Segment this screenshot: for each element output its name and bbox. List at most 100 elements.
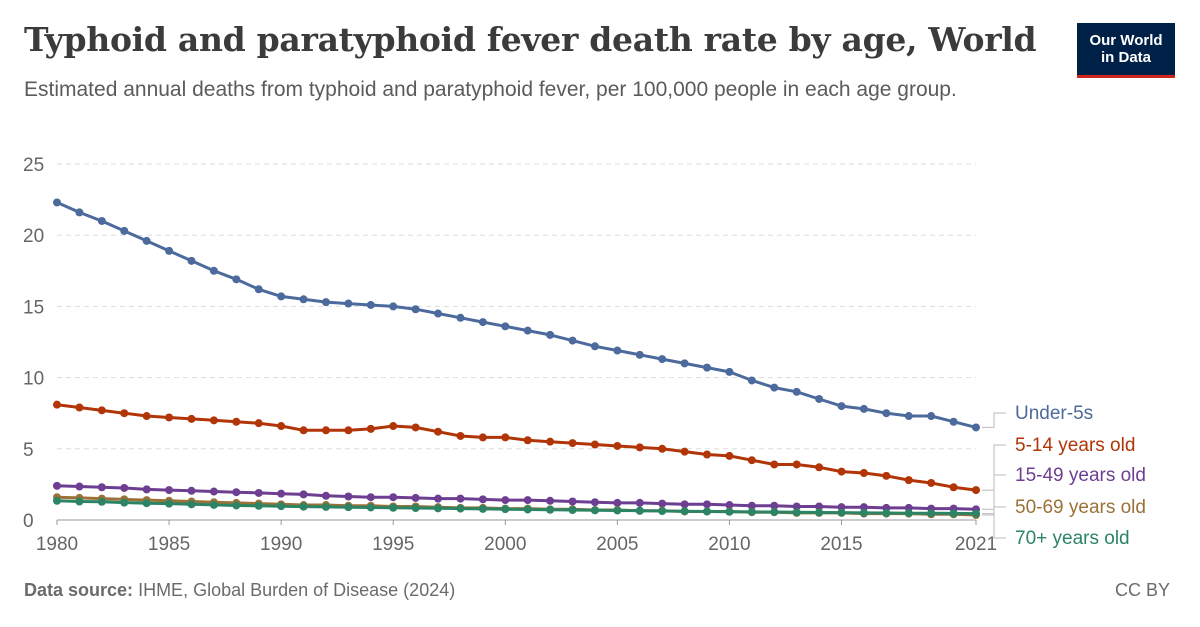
data-point-1-1989 (254, 419, 263, 428)
data-point-2-2007 (658, 499, 667, 508)
data-point-1-1981 (75, 403, 84, 412)
y-tick-label-10: 10 (23, 369, 44, 390)
x-tick-label-2005: 2005 (596, 534, 638, 555)
series-label-2: 15-49 years old (1015, 465, 1146, 486)
data-point-1-1998 (456, 431, 465, 440)
data-point-1-2006 (635, 443, 644, 452)
data-point-0-1985 (165, 246, 174, 255)
data-point-0-1989 (254, 285, 263, 294)
data-point-4-2017 (882, 509, 891, 518)
data-point-2-1986 (187, 486, 196, 495)
data-point-4-2010 (725, 507, 734, 516)
data-point-1-1988 (232, 417, 241, 426)
data-point-2-1995 (389, 493, 398, 502)
data-point-2-2008 (680, 500, 689, 509)
data-point-4-2015 (837, 508, 846, 517)
data-point-2-2005 (613, 498, 622, 507)
data-point-0-2014 (815, 394, 824, 403)
data-point-4-1987 (209, 500, 218, 509)
data-point-0-1991 (299, 295, 308, 304)
data-point-1-2000 (501, 433, 510, 442)
x-tick-label-2021: 2021 (955, 534, 997, 555)
data-point-1-1993 (344, 426, 353, 435)
data-point-4-2021 (972, 509, 980, 518)
data-point-2-1997 (434, 494, 443, 503)
data-point-2-2003 (568, 497, 577, 506)
series-line-0 (56, 201, 977, 429)
data-point-4-2002 (546, 505, 555, 514)
data-point-1-2010 (725, 451, 734, 460)
x-tick-label-2010: 2010 (708, 534, 750, 555)
data-point-2-1999 (478, 495, 487, 504)
data-point-2-1990 (277, 489, 286, 498)
y-tick-label-15: 15 (23, 297, 44, 318)
data-point-1-2017 (882, 471, 891, 480)
data-point-1-2015 (837, 467, 846, 476)
data-point-4-1983 (120, 498, 129, 507)
data-point-2-2012 (770, 501, 779, 510)
x-tick-label-1995: 1995 (372, 534, 414, 555)
data-point-0-2004 (590, 342, 599, 351)
data-point-0-2019 (927, 412, 936, 421)
x-tick-label-2015: 2015 (820, 534, 862, 555)
data-point-2-2002 (546, 496, 555, 505)
data-point-2-1984 (142, 485, 151, 494)
data-point-4-1992 (321, 502, 330, 511)
data-point-4-1999 (478, 504, 487, 513)
data-point-2-2010 (725, 501, 734, 510)
data-point-4-1995 (389, 503, 398, 512)
data-point-2-1987 (209, 487, 218, 496)
data-point-0-2018 (904, 412, 913, 421)
data-point-4-1994 (366, 503, 375, 512)
data-point-1-1991 (299, 426, 308, 435)
data-point-1-1992 (321, 426, 330, 435)
data-point-4-2018 (904, 509, 913, 518)
data-point-1-2019 (927, 478, 936, 487)
data-point-1-2009 (703, 450, 712, 459)
data-source: Data source: IHME, Global Burden of Dise… (24, 580, 455, 601)
data-point-1-2007 (658, 444, 667, 453)
data-point-0-1990 (277, 292, 286, 301)
data-point-4-2012 (770, 508, 779, 517)
data-point-0-1997 (434, 309, 443, 318)
data-point-4-1997 (434, 504, 443, 513)
data-point-0-2001 (523, 326, 532, 335)
data-point-4-2005 (613, 506, 622, 515)
data-point-2-2009 (703, 500, 712, 509)
data-point-2-1983 (120, 483, 129, 492)
owid-logo[interactable]: Our World in Data (1077, 23, 1175, 78)
data-point-0-2008 (680, 359, 689, 368)
data-point-4-2004 (590, 506, 599, 515)
data-point-4-2006 (635, 506, 644, 515)
data-point-1-1987 (209, 416, 218, 425)
data-point-1-2020 (949, 483, 958, 492)
data-point-4-2014 (815, 508, 824, 517)
x-tick-label-1985: 1985 (148, 534, 190, 555)
data-source-text[interactable]: IHME, Global Burden of Disease (2024) (138, 580, 456, 600)
data-point-0-1982 (97, 216, 106, 225)
data-point-2-2004 (590, 498, 599, 507)
label-connector-0 (982, 412, 1006, 428)
data-point-2-1991 (299, 490, 308, 499)
data-point-4-2013 (792, 508, 801, 517)
license[interactable]: CC BY (1114, 580, 1170, 600)
data-point-4-2011 (747, 507, 756, 516)
data-point-0-1993 (344, 299, 353, 308)
data-point-2-1989 (254, 488, 263, 497)
data-point-0-2006 (635, 350, 644, 359)
data-point-2-2014 (815, 502, 824, 511)
y-tick-label-0: 0 (23, 511, 34, 532)
data-point-4-1998 (456, 504, 465, 513)
data-point-0-2020 (949, 417, 958, 426)
data-point-1-2004 (590, 440, 599, 449)
data-point-1-1995 (389, 422, 398, 431)
data-point-0-1987 (209, 266, 218, 275)
data-point-4-1981 (75, 497, 84, 506)
label-connector-3 (982, 506, 1006, 516)
data-point-0-1996 (411, 305, 420, 314)
data-point-4-1988 (232, 501, 241, 510)
data-point-4-1980 (53, 496, 61, 505)
data-point-0-1984 (142, 236, 151, 245)
data-point-4-1982 (97, 497, 106, 506)
